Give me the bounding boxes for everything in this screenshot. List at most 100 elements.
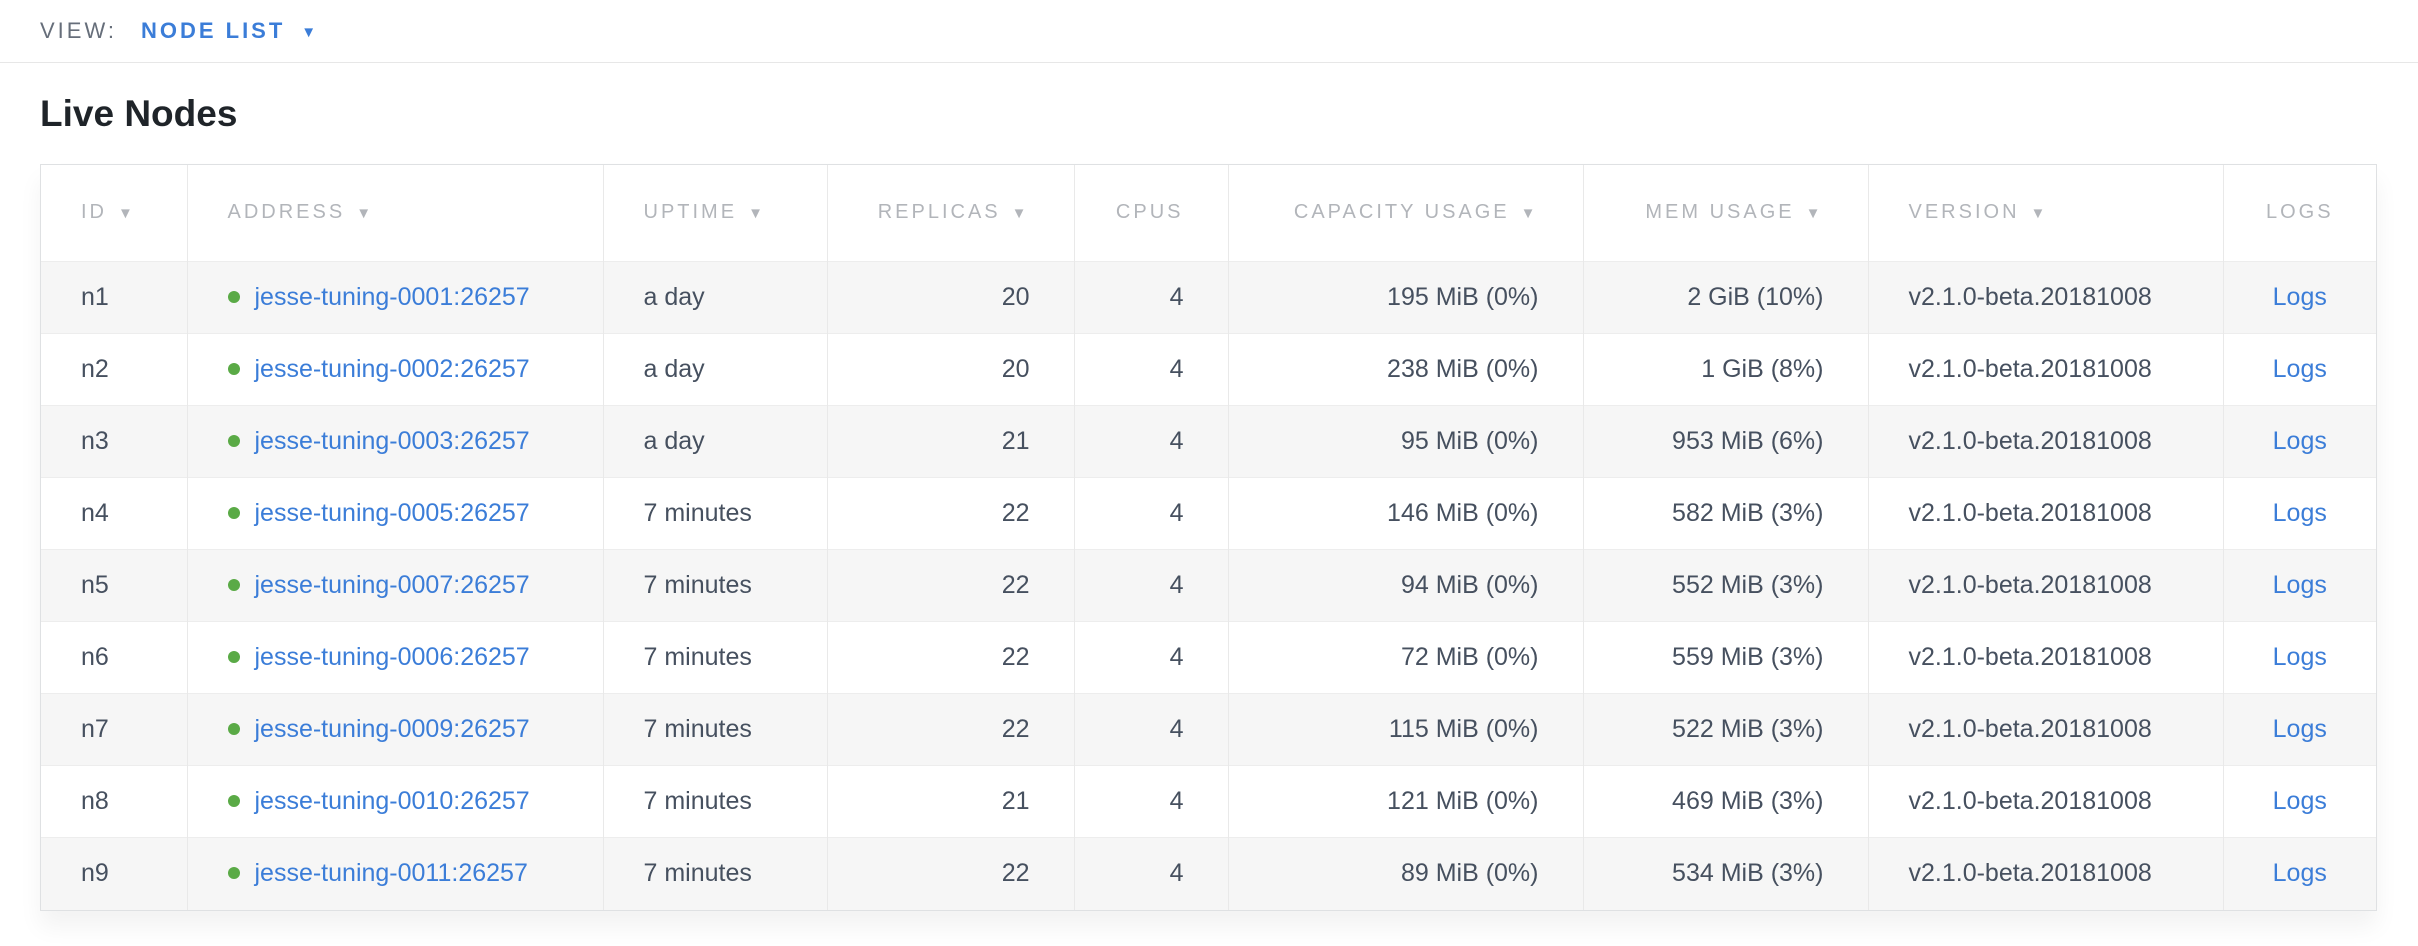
cell-id: n1 <box>41 261 188 334</box>
cell-id: n4 <box>41 477 188 550</box>
node-uptime: a day <box>643 427 705 456</box>
cell-mem: 582 MiB (3%) <box>1583 477 1869 550</box>
node-capacity: 89 MiB (0%) <box>1400 859 1539 888</box>
node-id: n3 <box>81 427 109 456</box>
cell-uptime: a day <box>603 405 828 478</box>
node-id: n7 <box>81 715 109 744</box>
node-logs-link[interactable]: Logs <box>2272 643 2327 672</box>
node-address-link[interactable]: jesse-tuning-0011:26257 <box>254 859 528 888</box>
cell-address: jesse-tuning-0005:26257 <box>187 477 604 550</box>
sort-desc-icon: ▼ <box>1011 205 1030 223</box>
node-capacity: 94 MiB (0%) <box>1400 571 1539 600</box>
node-replicas: 22 <box>1001 715 1030 744</box>
node-capacity: 238 MiB (0%) <box>1387 355 1539 384</box>
column-header-uptime[interactable]: UPTIME ▼ <box>603 164 828 262</box>
cell-capacity: 121 MiB (0%) <box>1228 765 1584 838</box>
node-address-link[interactable]: jesse-tuning-0003:26257 <box>254 427 530 456</box>
node-uptime: 7 minutes <box>643 787 752 816</box>
node-version: v2.1.0-beta.20181008 <box>1908 283 2152 312</box>
node-mem: 953 MiB (6%) <box>1672 427 1824 456</box>
cell-uptime: a day <box>603 333 828 406</box>
node-replicas: 21 <box>1001 787 1030 816</box>
cell-id: n6 <box>41 621 188 694</box>
table-row: n4 jesse-tuning-0005:26257 7 minutes 22 4 146… <box>41 477 2376 550</box>
cell-mem: 559 MiB (3%) <box>1583 621 1869 694</box>
node-logs-link[interactable]: Logs <box>2272 283 2327 312</box>
node-uptime: a day <box>643 355 705 384</box>
node-version: v2.1.0-beta.20181008 <box>1908 571 2152 600</box>
cell-logs: Logs <box>2223 693 2376 766</box>
view-selector-dropdown[interactable]: NODE LIST ▼ <box>141 18 319 44</box>
sort-desc-icon: ▼ <box>2030 205 2049 223</box>
column-header-label: UPTIME <box>643 201 738 224</box>
node-address-link[interactable]: jesse-tuning-0005:26257 <box>254 499 530 528</box>
cell-capacity: 72 MiB (0%) <box>1228 621 1584 694</box>
node-address-link[interactable]: jesse-tuning-0006:26257 <box>254 643 530 672</box>
node-logs-link[interactable]: Logs <box>2272 787 2327 816</box>
cell-replicas: 22 <box>827 693 1075 766</box>
node-address-link[interactable]: jesse-tuning-0009:26257 <box>254 715 530 744</box>
node-status-icon <box>227 579 240 592</box>
cell-mem: 469 MiB (3%) <box>1583 765 1869 838</box>
cell-replicas: 22 <box>827 621 1075 694</box>
column-header-version[interactable]: VERSION ▼ <box>1868 164 2224 262</box>
column-header-label: CAPACITY USAGE <box>1293 201 1510 224</box>
node-logs-link[interactable]: Logs <box>2272 427 2327 456</box>
node-id: n2 <box>81 355 109 384</box>
node-uptime: 7 minutes <box>643 715 752 744</box>
cell-mem: 2 GiB (10%) <box>1583 261 1869 334</box>
node-address-link[interactable]: jesse-tuning-0010:26257 <box>254 787 530 816</box>
cell-version: v2.1.0-beta.20181008 <box>1868 405 2224 478</box>
table-row: n1 jesse-tuning-0001:26257 a day 20 4 195 MiB… <box>41 261 2376 334</box>
node-status-icon <box>227 651 240 664</box>
node-cpus: 4 <box>1169 355 1184 384</box>
column-header-label: REPLICAS <box>877 201 1001 224</box>
cell-mem: 953 MiB (6%) <box>1583 405 1869 478</box>
node-cpus: 4 <box>1169 643 1184 672</box>
node-capacity: 121 MiB (0%) <box>1387 787 1539 816</box>
column-header-capacity[interactable]: CAPACITY USAGE ▼ <box>1228 164 1584 262</box>
live-nodes-table-container: ID ▼ ADDRESS ▼ UPTIME ▼ REPLICAS ▼ CPUS CAPACITY … <box>40 163 2377 911</box>
cell-version: v2.1.0-beta.20181008 <box>1868 765 2224 838</box>
cell-logs: Logs <box>2223 549 2376 622</box>
view-bar: VIEW: NODE LIST ▼ <box>0 0 2418 63</box>
cell-address: jesse-tuning-0011:26257 <box>187 837 604 910</box>
column-header-label: ADDRESS <box>227 201 346 224</box>
cell-cpus: 4 <box>1074 405 1229 478</box>
cell-uptime: 7 minutes <box>603 477 828 550</box>
table-row: n6 jesse-tuning-0006:26257 7 minutes 22 4 72 … <box>41 621 2376 694</box>
column-header-label: VERSION <box>1908 201 2020 224</box>
sort-desc-icon: ▼ <box>1520 205 1539 223</box>
node-id: n9 <box>81 859 109 888</box>
table-row: n5 jesse-tuning-0007:26257 7 minutes 22 4 94 … <box>41 549 2376 622</box>
node-logs-link[interactable]: Logs <box>2272 859 2327 888</box>
cell-capacity: 238 MiB (0%) <box>1228 333 1584 406</box>
node-status-icon <box>227 435 240 448</box>
node-address-link[interactable]: jesse-tuning-0002:26257 <box>254 355 530 384</box>
column-header-address[interactable]: ADDRESS ▼ <box>187 164 604 262</box>
node-status-icon <box>227 723 240 736</box>
cell-id: n3 <box>41 405 188 478</box>
node-replicas: 20 <box>1001 355 1030 384</box>
cell-replicas: 20 <box>827 333 1075 406</box>
node-mem: 469 MiB (3%) <box>1672 787 1824 816</box>
node-replicas: 21 <box>1001 427 1030 456</box>
node-logs-link[interactable]: Logs <box>2272 355 2327 384</box>
node-logs-link[interactable]: Logs <box>2272 571 2327 600</box>
node-address-link[interactable]: jesse-tuning-0007:26257 <box>254 571 530 600</box>
node-logs-link[interactable]: Logs <box>2272 715 2327 744</box>
node-status-icon <box>227 867 240 880</box>
node-replicas: 22 <box>1001 571 1030 600</box>
column-header-id[interactable]: ID ▼ <box>41 164 188 262</box>
column-header-replicas[interactable]: REPLICAS ▼ <box>827 164 1075 262</box>
node-address-link[interactable]: jesse-tuning-0001:26257 <box>254 283 530 312</box>
node-id: n5 <box>81 571 109 600</box>
table-row: n9 jesse-tuning-0011:26257 7 minutes 22 4 89 … <box>41 837 2376 910</box>
cell-uptime: a day <box>603 261 828 334</box>
node-mem: 552 MiB (3%) <box>1672 571 1824 600</box>
column-header-mem[interactable]: MEM USAGE ▼ <box>1583 164 1869 262</box>
node-id: n1 <box>81 283 109 312</box>
node-logs-link[interactable]: Logs <box>2272 499 2327 528</box>
table-header-row: ID ▼ ADDRESS ▼ UPTIME ▼ REPLICAS ▼ CPUS CAPACITY … <box>41 164 2376 262</box>
cell-address: jesse-tuning-0010:26257 <box>187 765 604 838</box>
